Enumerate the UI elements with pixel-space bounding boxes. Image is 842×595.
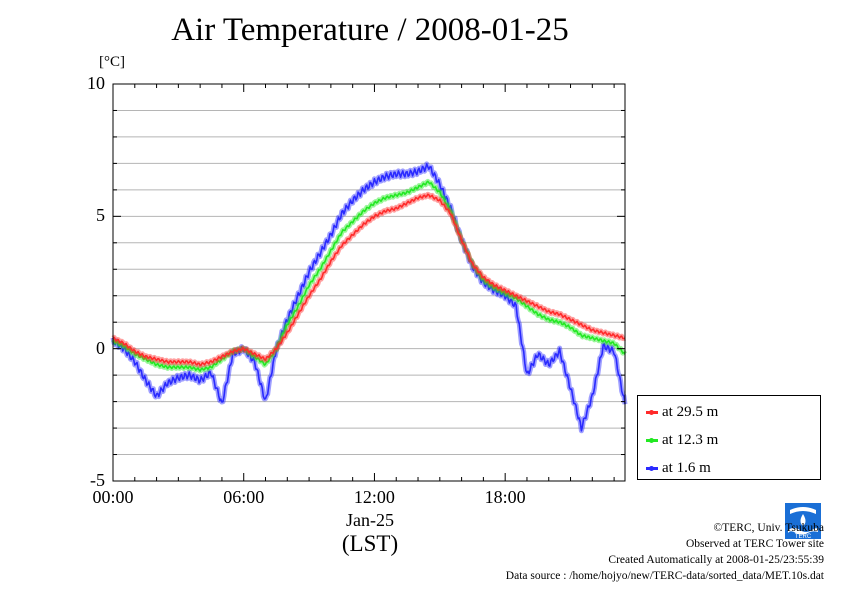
series-line-1: [112, 180, 626, 372]
logo-text: TERC: [795, 534, 812, 540]
series-lines: [110, 161, 628, 434]
x-date-label: Jan-25: [346, 510, 394, 530]
series-band-1: [111, 178, 628, 374]
x-tick-label: 12:00: [353, 487, 395, 507]
plot-frame: [112, 83, 626, 482]
y-tick-label: 0: [96, 337, 105, 358]
x-tick-label: 18:00: [484, 487, 526, 507]
y-unit-label: [°C]: [99, 54, 125, 70]
legend-swatch-green: [646, 437, 658, 443]
legend-item-29.5m: at 29.5 m: [646, 402, 718, 422]
legend-label: at 1.6 m: [662, 459, 711, 476]
credit-copyright: ©TERC, Univ. Tsukuba: [713, 522, 824, 534]
credits-block: ©TERC, Univ. Tsukuba Observed at TERC To…: [506, 520, 824, 584]
credit-created: Created Automatically at 2008-01-25/23:5…: [608, 554, 824, 566]
legend: at 29.5 m at 12.3 m at 1.6 m: [637, 395, 821, 480]
y-tick-label: 5: [96, 205, 105, 226]
credit-site: Observed at TERC Tower site: [685, 538, 824, 550]
series-line-2: [112, 163, 626, 432]
grid-lines: [113, 109, 625, 456]
chart-title: Air Temperature / 2008-01-25: [171, 12, 569, 48]
x-tick-label: 06:00: [223, 487, 265, 507]
legend-swatch-red: [646, 409, 658, 415]
terc-logo-icon: TERC: [785, 503, 821, 540]
legend-swatch-blue: [646, 465, 658, 471]
legend-label: at 29.5 m: [662, 403, 719, 420]
y-tick-label: -5: [90, 470, 105, 490]
x-tick-label: 00:00: [92, 487, 134, 507]
y-tick-label: 10: [87, 73, 105, 93]
credit-source: Data source : /home/hojyo/new/TERC-data/…: [505, 570, 824, 582]
series-line-0: [112, 193, 626, 367]
x-axis-unit-label: (LST): [341, 531, 399, 556]
axis-ticks: [112, 83, 625, 482]
legend-item-1.6m: at 1.6 m: [646, 458, 711, 478]
legend-label: at 12.3 m: [662, 431, 719, 448]
legend-item-12.3m: at 12.3 m: [646, 430, 718, 450]
